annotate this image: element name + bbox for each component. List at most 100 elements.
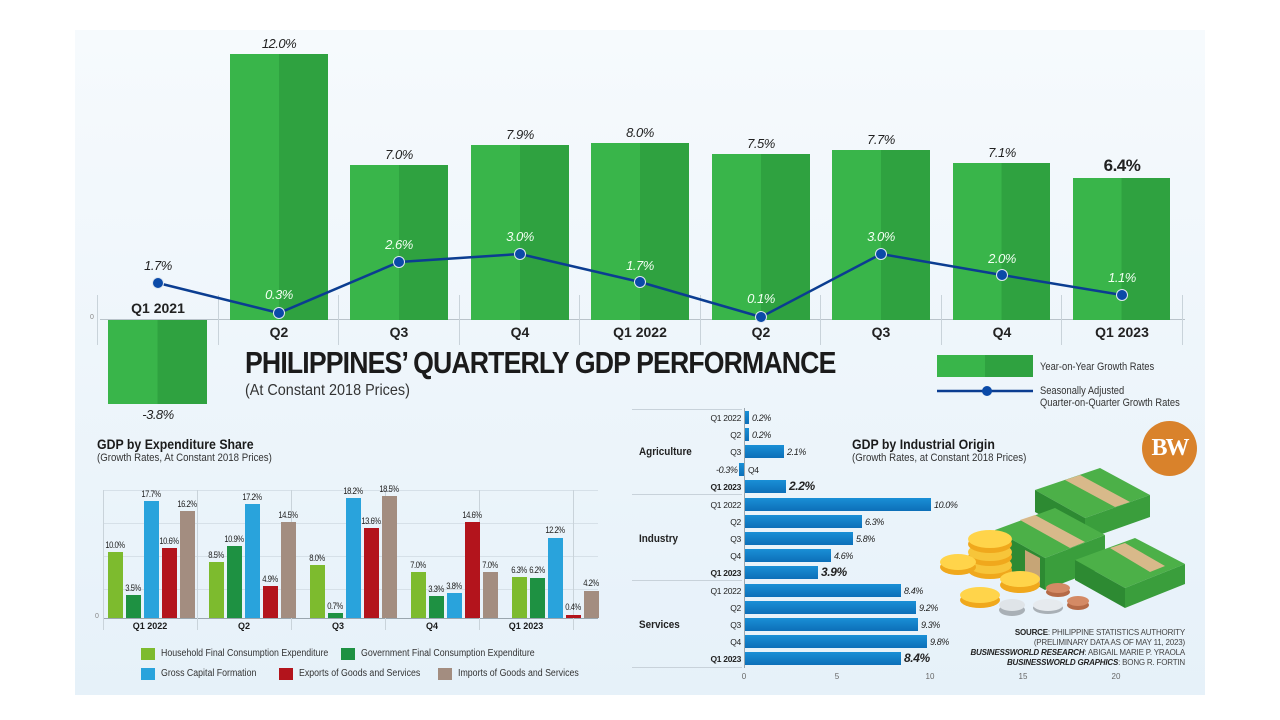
quarter-label: Q3 bbox=[730, 620, 741, 630]
qoq-value-label: 2.6% bbox=[385, 237, 413, 252]
legend-swatch bbox=[141, 647, 155, 660]
yoy-value-label: 12.0% bbox=[261, 36, 297, 51]
legend-exports: Exports of Goods and Services bbox=[279, 665, 437, 683]
services-bar bbox=[745, 584, 901, 597]
industry-bar bbox=[745, 549, 831, 562]
value-label: 0.7% bbox=[327, 601, 343, 611]
graphics-value: : BONG R. FORTIN bbox=[1118, 658, 1185, 667]
agriculture-bar bbox=[745, 411, 749, 424]
x-axis-label: Q3 bbox=[331, 621, 344, 631]
value-label: 9.8% bbox=[930, 637, 949, 647]
value-label: 8.0% bbox=[309, 553, 325, 563]
legend-yoy-swatch bbox=[937, 355, 1033, 377]
value-label: 8.4% bbox=[904, 586, 923, 596]
legend-yoy-label: Year-on-Year Growth Rates bbox=[1040, 361, 1155, 373]
legend-swatch bbox=[438, 667, 452, 680]
research-value: : ABIGAIL MARIE P. YRAOLA bbox=[1084, 648, 1185, 657]
quarter-label: Q1 2022 bbox=[710, 500, 741, 510]
source-label: SOURCE bbox=[1014, 628, 1048, 637]
value-label: 17.7% bbox=[141, 489, 161, 499]
government-bar bbox=[429, 596, 444, 618]
yoy-bar bbox=[712, 154, 810, 320]
industry-bar bbox=[745, 498, 931, 511]
tick bbox=[103, 490, 104, 630]
expenditure-group-q2: 8.5% 10.9% 17.2% 4.9% 14.5% bbox=[208, 488, 299, 618]
agriculture-bar bbox=[745, 445, 784, 458]
value-label: 17.2% bbox=[242, 492, 262, 502]
page-title: PHILIPPINES’ QUARTERLY GDP PERFORMANCE bbox=[245, 345, 836, 380]
qoq-value-label: 3.0% bbox=[506, 229, 534, 244]
x-axis-label: Q3 bbox=[389, 324, 409, 340]
yoy-value-label: 7.5% bbox=[747, 136, 775, 151]
legend-qoq-line1: Seasonally Adjusted bbox=[1040, 385, 1125, 397]
industry-bar bbox=[745, 515, 862, 528]
value-label: 4.2% bbox=[583, 578, 599, 588]
yoy-bar bbox=[350, 165, 448, 320]
yoy-bar bbox=[953, 163, 1050, 320]
bw-logo-text: BW bbox=[1151, 435, 1189, 461]
value-label: 0.2% bbox=[752, 413, 771, 423]
services-bar bbox=[745, 652, 901, 665]
value-label: 18.5% bbox=[379, 484, 399, 494]
tick bbox=[1061, 295, 1062, 345]
research-line: BUSINESSWORLD RESEARCH: ABIGAIL MARIE P.… bbox=[970, 648, 1185, 658]
exports-bar bbox=[566, 615, 581, 618]
value-label: 13.6% bbox=[361, 516, 381, 526]
source-line: SOURCE: PHILIPPINE STATISTICS AUTHORITY bbox=[970, 628, 1185, 638]
quarter-label: Q1 2023 bbox=[710, 654, 741, 664]
tick bbox=[820, 295, 821, 345]
x-axis-label: Q2 bbox=[237, 621, 250, 631]
quarter-label: Q1 2022 bbox=[710, 586, 741, 596]
legend-gcf: Gross Capital Formation bbox=[141, 665, 269, 683]
household-bar bbox=[411, 572, 426, 618]
yoy-bar bbox=[832, 150, 930, 320]
yoy-value-label: -3.8% bbox=[142, 407, 174, 422]
household-bar bbox=[209, 562, 224, 618]
industrial-title: GDP by Industrial Origin bbox=[852, 436, 995, 452]
value-label: 14.6% bbox=[462, 510, 482, 520]
legend-label: Household Final Consumption Expenditure bbox=[161, 648, 329, 660]
qoq-value-label: 1.7% bbox=[626, 258, 654, 273]
x-axis-label: Q4 bbox=[510, 324, 530, 340]
x-axis-label: Q3 bbox=[871, 324, 891, 340]
zero-label: 0 bbox=[90, 314, 94, 321]
grid-line bbox=[103, 490, 598, 491]
x-axis-label: Q4 bbox=[992, 324, 1012, 340]
value-label: 14.5% bbox=[278, 510, 298, 520]
x-axis-label: Q2 bbox=[751, 324, 771, 340]
value-label: 2.1% bbox=[787, 447, 806, 457]
x-axis-label: Q1 2023 bbox=[508, 621, 544, 631]
x-axis-label: Q1 2022 bbox=[613, 324, 667, 340]
value-label: 9.2% bbox=[919, 603, 938, 613]
value-label: -0.3% bbox=[716, 465, 738, 475]
yoy-value-label: 7.1% bbox=[988, 145, 1016, 160]
value-label: 5.8% bbox=[856, 534, 875, 544]
value-label: 3.9% bbox=[821, 565, 847, 579]
zero-axis bbox=[103, 618, 598, 619]
services-bar bbox=[745, 635, 927, 648]
yoy-value-label: 7.0% bbox=[385, 147, 413, 162]
yoy-value-label: 8.0% bbox=[626, 125, 654, 140]
expenditure-title: GDP by Expenditure Share bbox=[97, 436, 254, 452]
money-illustration-icon bbox=[940, 468, 1185, 616]
value-label: 3.3% bbox=[428, 584, 444, 594]
government-bar bbox=[126, 595, 141, 618]
value-label: 9.3% bbox=[921, 620, 940, 630]
yoy-value-label: 6.4% bbox=[1103, 156, 1141, 175]
value-label: 4.9% bbox=[262, 574, 278, 584]
exports-bar bbox=[465, 522, 480, 618]
zero-label: 0 bbox=[95, 613, 99, 620]
value-label: 6.3% bbox=[511, 565, 527, 575]
household-bar bbox=[310, 565, 325, 618]
value-label: 4.6% bbox=[834, 551, 853, 561]
x-tick-label: 5 bbox=[834, 672, 840, 681]
tick bbox=[579, 295, 580, 345]
x-tick-label: 15 bbox=[1018, 672, 1028, 681]
services-bar bbox=[745, 618, 918, 631]
value-label: 3.8% bbox=[446, 581, 462, 591]
exports-bar bbox=[364, 528, 379, 618]
tick bbox=[97, 295, 98, 345]
government-bar bbox=[227, 546, 242, 618]
quarter-label: Q2 bbox=[730, 603, 741, 613]
gcf-bar bbox=[245, 504, 260, 618]
